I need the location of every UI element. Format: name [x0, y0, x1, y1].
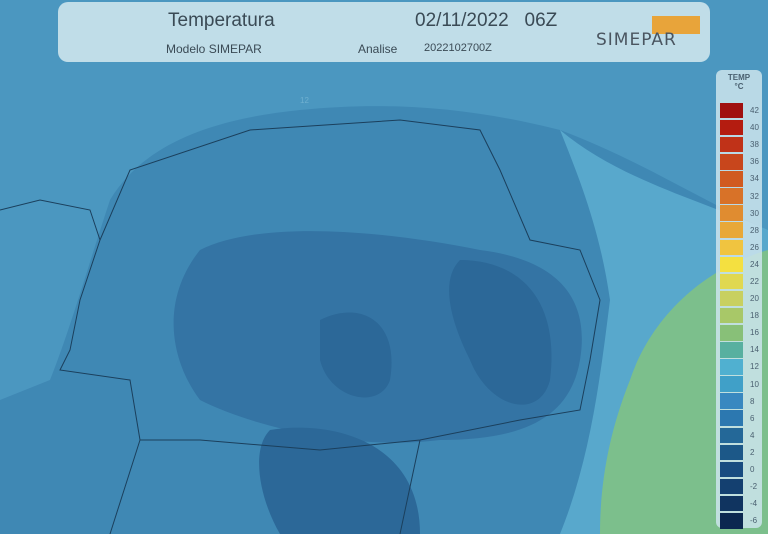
- legend-swatch: [720, 461, 743, 478]
- legend-swatch: [720, 478, 743, 495]
- legend-entry: 38: [720, 136, 759, 153]
- legend-swatch: [720, 256, 743, 273]
- legend-entry: 12: [720, 358, 759, 375]
- legend-entry: 0: [720, 461, 759, 478]
- legend-entry: 42: [720, 102, 759, 119]
- legend-value: 26: [750, 242, 759, 252]
- legend-value: 24: [750, 259, 759, 269]
- legend-entry: -2: [720, 478, 759, 495]
- legend-entry: 36: [720, 153, 759, 170]
- legend-value: 28: [750, 225, 759, 235]
- legend-swatch: [720, 444, 743, 461]
- legend-entry: -4: [720, 495, 759, 512]
- legend-entry: -6: [720, 512, 759, 529]
- legend-swatch: [720, 136, 743, 153]
- legend-value: 14: [750, 345, 759, 355]
- legend-value: 42: [750, 106, 759, 116]
- legend-swatch: [720, 427, 743, 444]
- legend-value: 30: [750, 208, 759, 218]
- legend-entry: 2: [720, 444, 759, 461]
- legend-value: 2: [750, 447, 755, 457]
- forecast-datetime: 02/11/2022 06Z: [415, 10, 558, 31]
- temperature-legend: TEMP °C 42 40 38 36 34 32 30 28 26 24 22 20 18 16 14 12 1…: [716, 70, 762, 529]
- legend-entry: 16: [720, 324, 759, 341]
- map-title: Temperatura: [168, 10, 275, 31]
- legend-entry: 26: [720, 239, 759, 256]
- legend-swatch: [720, 325, 743, 341]
- light-region-north: [0, 0, 768, 400]
- map-header: Temperatura 02/11/2022 06Z Modelo SIMEPA…: [58, 2, 710, 62]
- legend-value: 40: [750, 123, 759, 133]
- legend-swatch: [720, 410, 743, 426]
- legend-entry: 6: [720, 410, 759, 427]
- legend-unit: °C: [734, 82, 744, 91]
- legend-value: 36: [750, 157, 759, 167]
- legend-entry: 32: [720, 187, 759, 204]
- model-label: Modelo SIMEPAR: [166, 42, 262, 56]
- legend-entry: 20: [720, 290, 759, 307]
- legend-value: 38: [750, 140, 759, 150]
- simepar-logo: SIMEPAR: [596, 16, 702, 52]
- legend-swatch: [720, 359, 743, 375]
- legend-swatch: [720, 102, 743, 119]
- logo-mark-icon: [652, 16, 700, 34]
- legend-entry: 40: [720, 119, 759, 136]
- legend-swatch: [720, 393, 743, 409]
- legend-entry: 30: [720, 205, 759, 222]
- legend-value: -4: [750, 499, 758, 509]
- analysis-label: Analise: [358, 42, 398, 56]
- legend-value: 18: [750, 311, 759, 321]
- legend-swatch: [720, 495, 743, 512]
- legend-entry: 10: [720, 376, 759, 393]
- legend-value: 8: [750, 396, 755, 406]
- logo-text: SIMEPAR: [596, 30, 677, 50]
- legend-swatch: [720, 222, 743, 238]
- analysis-value: 2022102700Z: [424, 42, 492, 54]
- legend-value: 16: [750, 328, 759, 338]
- legend-title: TEMP: [727, 73, 751, 82]
- border-lines: [0, 119, 601, 534]
- contour-label: 12: [300, 96, 309, 105]
- legend-swatch: [720, 342, 743, 358]
- legend-swatch: [720, 188, 743, 204]
- legend-swatch: [720, 205, 743, 221]
- legend-value: 34: [750, 174, 759, 184]
- legend-swatch: [720, 273, 743, 290]
- legend-swatch: [720, 513, 743, 529]
- legend-entry: 8: [720, 393, 759, 410]
- legend-value: -2: [750, 482, 758, 492]
- legend-entry: 18: [720, 307, 759, 324]
- legend-entry: 4: [720, 427, 759, 444]
- legend-entry: 34: [720, 170, 759, 187]
- legend-value: 20: [750, 294, 759, 304]
- legend-swatch: [720, 376, 743, 392]
- legend-value: 4: [750, 430, 755, 440]
- legend-value: -6: [750, 516, 758, 526]
- legend-entry: 22: [720, 273, 759, 290]
- legend-entry: 28: [720, 222, 759, 239]
- legend-swatch: [720, 119, 743, 136]
- legend-entry: 14: [720, 341, 759, 358]
- legend-value: 0: [750, 465, 755, 475]
- legend-swatch: [720, 307, 743, 324]
- legend-value: 22: [750, 276, 759, 286]
- legend-entry: 24: [720, 256, 759, 273]
- legend-swatch: [720, 290, 743, 307]
- legend-value: 32: [750, 191, 759, 201]
- legend-value: 6: [750, 413, 755, 423]
- legend-swatch: [720, 239, 743, 256]
- legend-value: 10: [750, 379, 759, 389]
- legend-swatch: [720, 171, 743, 187]
- legend-swatch: [720, 154, 743, 170]
- colder-region: [259, 260, 552, 534]
- legend-value: 12: [750, 362, 759, 372]
